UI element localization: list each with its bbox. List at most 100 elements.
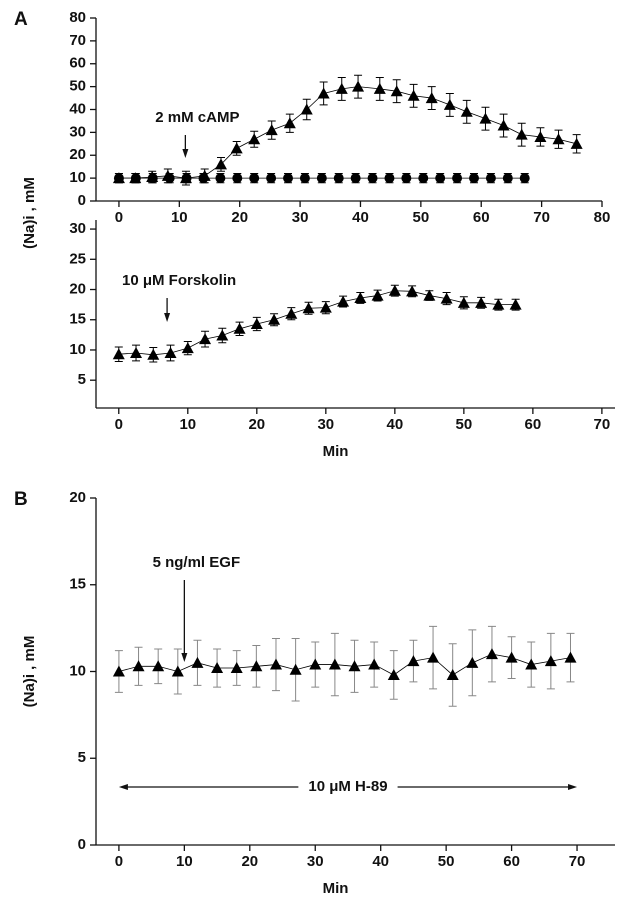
y-tick-label: 0 bbox=[78, 836, 86, 853]
data-point bbox=[475, 296, 488, 308]
data-point bbox=[443, 98, 456, 110]
data-point bbox=[418, 173, 429, 184]
data-point bbox=[446, 668, 459, 680]
data-point bbox=[352, 80, 365, 92]
data-point bbox=[319, 301, 332, 313]
data-point bbox=[191, 656, 204, 668]
y-tick-label: 10 bbox=[69, 169, 86, 186]
data-point bbox=[492, 298, 505, 310]
data-point bbox=[214, 158, 227, 170]
data-point bbox=[283, 173, 294, 184]
data-point bbox=[164, 346, 177, 358]
x-tick-label: 20 bbox=[241, 853, 258, 870]
arrow-head bbox=[164, 313, 171, 322]
data-point bbox=[317, 87, 330, 99]
x-tick-label: 0 bbox=[115, 416, 123, 433]
annotation-text: 5 ng/ml EGF bbox=[153, 554, 241, 571]
data-point bbox=[485, 173, 496, 184]
data-point bbox=[215, 173, 226, 184]
data-point bbox=[457, 296, 470, 308]
data-point bbox=[552, 133, 565, 145]
series-line bbox=[118, 290, 516, 356]
data-point bbox=[249, 173, 260, 184]
data-point bbox=[468, 173, 479, 184]
data-point bbox=[266, 173, 277, 184]
data-point bbox=[269, 658, 282, 670]
arrow-head bbox=[181, 653, 188, 662]
y-tick-label: 5 bbox=[78, 371, 86, 388]
y-tick-label: 70 bbox=[69, 32, 86, 49]
data-point bbox=[181, 342, 194, 354]
data-point bbox=[407, 89, 420, 101]
y-tick-label: 40 bbox=[69, 100, 86, 117]
data-point bbox=[199, 333, 212, 345]
y-tick-label: 20 bbox=[69, 489, 86, 506]
x-tick-label: 40 bbox=[352, 209, 369, 226]
x-tick-label: 60 bbox=[473, 209, 490, 226]
data-point bbox=[505, 651, 518, 663]
data-point bbox=[147, 348, 160, 360]
data-point bbox=[502, 173, 513, 184]
x-tick-label: 0 bbox=[115, 853, 123, 870]
y-tick-label: 15 bbox=[69, 576, 86, 593]
data-point bbox=[130, 346, 143, 358]
data-point bbox=[268, 313, 281, 325]
data-point bbox=[300, 103, 313, 115]
x-tick-label: 10 bbox=[171, 209, 188, 226]
data-point bbox=[348, 660, 361, 672]
data-point bbox=[250, 317, 263, 329]
data-point bbox=[401, 173, 412, 184]
x-tick-label: 60 bbox=[525, 416, 542, 433]
data-point bbox=[564, 651, 577, 663]
data-point bbox=[427, 651, 440, 663]
data-point bbox=[233, 322, 246, 334]
data-point bbox=[509, 298, 522, 310]
data-point bbox=[387, 668, 400, 680]
data-point bbox=[519, 173, 530, 184]
x-tick-label: 20 bbox=[231, 209, 248, 226]
x-tick-label: 30 bbox=[307, 853, 324, 870]
data-point bbox=[544, 655, 557, 667]
data-point bbox=[367, 173, 378, 184]
x-axis-label: Min bbox=[323, 880, 349, 897]
x-tick-label: 0 bbox=[115, 209, 123, 226]
y-tick-label: 0 bbox=[78, 192, 86, 209]
data-point bbox=[333, 173, 344, 184]
data-point bbox=[164, 173, 175, 184]
x-tick-label: 10 bbox=[179, 416, 196, 433]
annotation-text: 2 mM cAMP bbox=[155, 109, 239, 126]
data-point bbox=[440, 292, 453, 304]
data-point bbox=[265, 124, 278, 136]
data-point bbox=[285, 307, 298, 319]
data-point bbox=[390, 85, 403, 97]
data-point bbox=[248, 133, 261, 145]
data-point bbox=[497, 119, 510, 131]
data-point bbox=[113, 173, 124, 184]
x-tick-label: 50 bbox=[438, 853, 455, 870]
data-point bbox=[216, 329, 229, 341]
x-axis-label: Min bbox=[323, 443, 349, 460]
data-point bbox=[373, 82, 386, 94]
y-axis-label: (Na)i , mM bbox=[21, 636, 38, 708]
data-point bbox=[289, 663, 302, 675]
y-axis-label: (Na)i , mM bbox=[21, 177, 38, 249]
y-tick-label: 15 bbox=[69, 311, 86, 328]
data-point bbox=[283, 117, 296, 129]
arrow-head bbox=[568, 784, 578, 790]
x-tick-label: 20 bbox=[248, 416, 265, 433]
data-point bbox=[485, 648, 498, 660]
data-point bbox=[130, 173, 141, 184]
x-tick-label: 80 bbox=[594, 209, 611, 226]
data-point bbox=[534, 130, 547, 142]
data-point bbox=[515, 128, 528, 140]
panel-label: B bbox=[14, 489, 28, 510]
data-point bbox=[423, 289, 436, 301]
data-point bbox=[112, 665, 125, 677]
data-point bbox=[211, 662, 224, 674]
data-point bbox=[407, 655, 420, 667]
arrow-head bbox=[182, 149, 189, 158]
x-tick-label: 40 bbox=[386, 416, 403, 433]
data-point bbox=[181, 173, 192, 184]
data-point bbox=[435, 173, 446, 184]
